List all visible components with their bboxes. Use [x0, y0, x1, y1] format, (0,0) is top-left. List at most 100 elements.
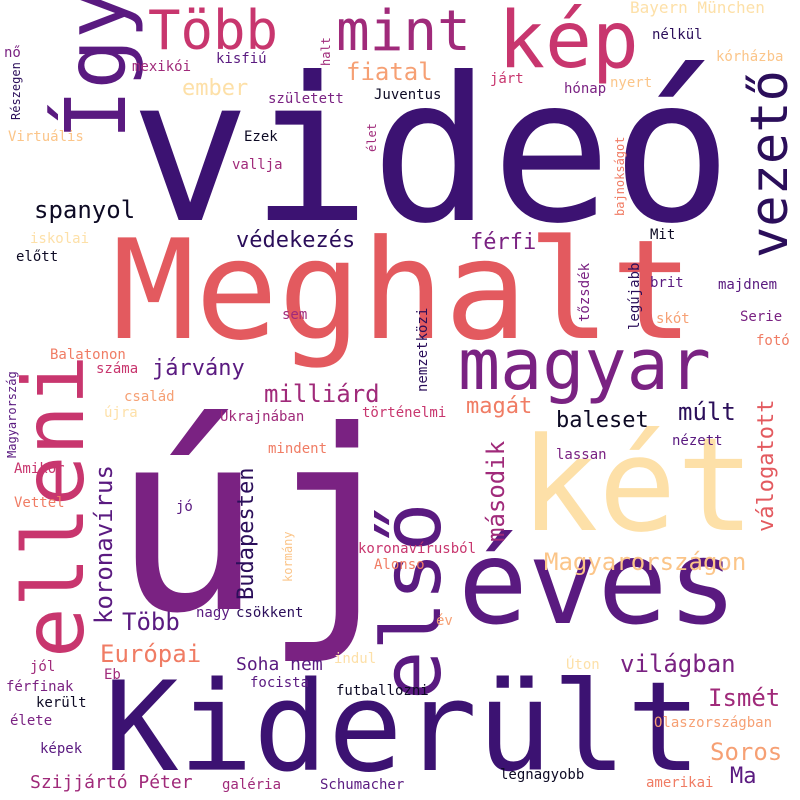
- word-soros: Soros: [710, 738, 783, 766]
- word-bajnoksagot: bajnokságot: [613, 136, 627, 216]
- word-elete: élete: [10, 713, 53, 729]
- word-ferfinak: férfinak: [6, 679, 74, 695]
- word-serie: Serie: [740, 309, 783, 325]
- word-focista: focista: [250, 675, 310, 691]
- word-jol: jól: [30, 659, 56, 675]
- word-tobb-top: Több: [148, 0, 279, 62]
- word-galeria: galéria: [222, 777, 282, 793]
- word-eb: Eb: [104, 667, 121, 683]
- word-valogatott: válogatott: [754, 399, 779, 532]
- word-jo: jó: [176, 499, 193, 515]
- word-vedekezes: védekezés: [236, 228, 356, 253]
- word-legujabb: legújabb: [627, 262, 643, 330]
- word-korhazba: kórházba: [716, 49, 784, 65]
- word-amerikai: amerikai: [646, 775, 714, 791]
- word-halt: halt: [319, 37, 333, 66]
- word-elott: előtt: [16, 249, 59, 265]
- word-ferfi: férfi: [470, 230, 537, 255]
- word-kiderult: Kiderült: [104, 656, 702, 800]
- word-iskolai: iskolai: [30, 231, 90, 247]
- word-honap: hónap: [564, 81, 607, 97]
- word-elso: első: [365, 502, 460, 700]
- word-eves: éves: [458, 516, 738, 651]
- word-schumacher: Schumacher: [320, 777, 405, 793]
- word-jart: járt: [490, 71, 524, 87]
- word-csalad: család: [124, 389, 175, 405]
- word-koronavirus: koronavírus: [90, 465, 118, 624]
- word-nagy: nagy: [196, 605, 230, 621]
- word-uj: új: [112, 377, 414, 668]
- word-spanyol: spanyol: [34, 196, 136, 224]
- word-soha-nem: Soha nem: [236, 654, 323, 675]
- word-koronavirusbol: koronavírusból: [358, 541, 477, 557]
- word-masodik: második: [482, 440, 510, 542]
- word-mult: múlt: [678, 398, 736, 426]
- word-tobb-bottom: Több: [122, 608, 180, 636]
- word-ukrajnaban: Ukrajnában: [220, 409, 305, 425]
- word-majdnem: majdnem: [718, 277, 778, 293]
- word-budapesten: Budapesten: [234, 467, 259, 600]
- word-ujra: újra: [104, 405, 138, 421]
- word-elet: élet: [365, 123, 379, 152]
- word-indul: indul: [334, 651, 377, 667]
- word-szijjarto-peter: Szijjártó Péter: [30, 772, 193, 793]
- word-amikor: Amikor: [14, 461, 65, 477]
- word-kisfiu: kisfiú: [216, 51, 267, 67]
- word-video: videó: [130, 35, 733, 268]
- word-ma: Ma: [730, 764, 757, 789]
- word-kormany: kormány: [281, 531, 295, 582]
- word-brit: brit: [650, 275, 684, 291]
- word-nezett: nézett: [672, 433, 723, 449]
- word-nemzetkozi: nemzetközi: [415, 307, 431, 392]
- word-ember: ember: [182, 76, 249, 101]
- word-kepek: képek: [40, 741, 83, 757]
- word-kep: kép: [498, 0, 639, 86]
- word-kerult: került: [36, 695, 87, 711]
- word-fiatal: fiatal: [346, 58, 433, 86]
- word-nelkul: nélkül: [652, 27, 703, 43]
- word-vallja: vallja: [232, 157, 283, 173]
- word-jarvany: járvány: [152, 356, 245, 381]
- word-reszegen: Részegen: [9, 62, 23, 120]
- word-vettel: Vettel: [14, 495, 65, 511]
- word-legnagyobb: legnagyobb: [500, 767, 585, 783]
- word-magyarorszag: Magyarország: [5, 371, 19, 458]
- word-vilagban: világban: [620, 650, 736, 678]
- word-mit: Mit: [650, 227, 676, 243]
- word-balatonon: Balatonon: [50, 347, 126, 363]
- word-vezeto: vezető: [740, 70, 800, 258]
- word-alonso: Alonso: [374, 557, 425, 573]
- word-foto: fotó: [756, 333, 790, 349]
- word-igy: Így: [47, 0, 145, 140]
- word-milliard: milliárd: [264, 380, 380, 408]
- word-bayern-munchen: Bayern München: [630, 0, 765, 17]
- word-tozsdek: tőzsdék: [577, 262, 593, 322]
- word-sem: sem: [282, 307, 308, 323]
- word-csokkent: csökkent: [236, 605, 304, 621]
- word-juventus: Juventus: [374, 87, 442, 103]
- word-skot: skót: [656, 311, 690, 327]
- word-ezek: Ezek: [244, 129, 278, 145]
- word-szama: száma: [96, 361, 139, 377]
- word-magat: magát: [466, 394, 533, 419]
- word-olaszorszagban: Olaszországban: [654, 715, 773, 731]
- word-szuletett: született: [268, 91, 344, 107]
- word-europai: Európai: [100, 640, 202, 668]
- word-tortenelmi: történelmi: [362, 405, 447, 421]
- word-futballozni: futballozni: [336, 683, 429, 699]
- word-magyar: magyar: [458, 324, 711, 406]
- word-ev: év: [436, 613, 453, 629]
- word-nyert: nyert: [610, 75, 653, 91]
- word-ismet: Ismét: [708, 684, 781, 712]
- word-mexikoi: mexikói: [132, 59, 192, 75]
- word-mindent: mindent: [268, 441, 328, 457]
- word-mint: mint: [336, 0, 471, 64]
- word-baleset: baleset: [556, 408, 649, 433]
- word-no: nő: [4, 45, 21, 61]
- word-lassan: lassan: [556, 447, 607, 463]
- word-magyarorszagon: Magyarországon: [544, 548, 747, 576]
- word-meghalt: Meghalt: [112, 210, 694, 371]
- word-ket: két: [520, 409, 755, 561]
- word-uton: Úton: [566, 657, 600, 673]
